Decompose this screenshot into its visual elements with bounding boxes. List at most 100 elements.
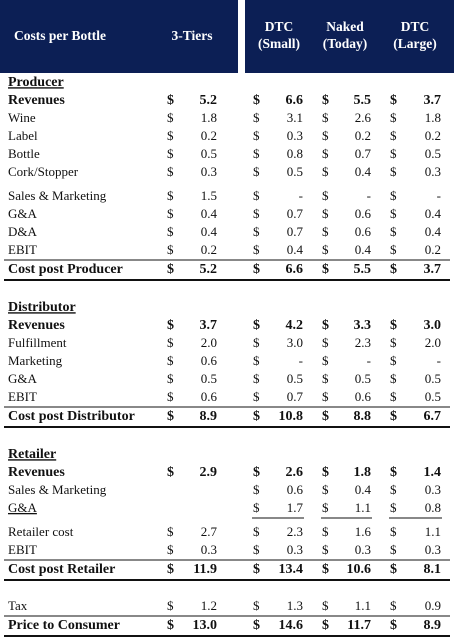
currency-sign: $: [390, 318, 397, 333]
currency-sign: $: [167, 335, 174, 350]
cell-value: 3.7: [424, 262, 442, 277]
cell-value: 0.8: [425, 500, 441, 515]
row-label: G&A: [8, 206, 38, 221]
row-label: G&A: [8, 500, 38, 515]
cell-value: 0.6: [355, 206, 372, 221]
cell-value: 10.6: [347, 562, 372, 577]
currency-sign: $: [390, 542, 397, 557]
currency-sign: $: [253, 482, 260, 497]
cell-value: 6.6: [286, 93, 304, 108]
cell-value: 8.9: [424, 618, 442, 633]
currency-sign: $: [390, 128, 397, 143]
cell-value: 0.5: [201, 371, 217, 386]
currency-sign: $: [322, 335, 329, 350]
cell-value: 1.8: [201, 110, 217, 125]
row-label: Fulfillment: [8, 335, 67, 350]
cell-value: 4.2: [286, 318, 304, 333]
cell-value: 0.5: [287, 371, 303, 386]
cell-value: -: [437, 188, 441, 203]
cell-value: 2.0: [201, 335, 217, 350]
currency-sign: $: [167, 206, 174, 221]
cell-value: 0.2: [425, 128, 441, 143]
cell-value: 0.4: [425, 206, 442, 221]
cell-value: 8.1: [424, 562, 442, 577]
cell-value: 0.2: [425, 242, 441, 257]
cell-value: 3.1: [287, 110, 303, 125]
currency-sign: $: [167, 110, 174, 125]
currency-sign: $: [322, 188, 329, 203]
cell-value: -: [299, 188, 303, 203]
row-label: Wine: [8, 110, 36, 125]
currency-sign: $: [390, 409, 397, 424]
cell-value: 0.7: [287, 206, 304, 221]
cell-value: 5.5: [354, 262, 372, 277]
cell-value: -: [367, 188, 371, 203]
cell-value: 0.5: [425, 371, 441, 386]
section-title: Retailer: [8, 447, 56, 462]
currency-sign: $: [253, 500, 260, 515]
cell-value: -: [437, 353, 441, 368]
currency-sign: $: [322, 542, 329, 557]
cell-value: 8.8: [354, 409, 372, 424]
cell-value: 0.4: [201, 206, 218, 221]
cell-value: 0.5: [287, 164, 303, 179]
cell-value: 0.6: [355, 389, 372, 404]
row-label: D&A: [8, 224, 38, 239]
column-header: (Today): [323, 36, 368, 51]
currency-sign: $: [253, 389, 260, 404]
currency-sign: $: [253, 164, 260, 179]
cell-value: 13.4: [279, 562, 304, 577]
cell-value: 0.4: [425, 224, 442, 239]
row-label: Label: [8, 128, 38, 143]
row-label: EBIT: [8, 542, 37, 557]
cell-value: 0.4: [355, 482, 372, 497]
cell-value: 0.3: [425, 164, 441, 179]
row-label: Sales & Marketing: [8, 482, 107, 497]
cell-value: 1.8: [425, 110, 441, 125]
row-label: G&A: [8, 371, 38, 386]
cell-value: 3.0: [424, 318, 442, 333]
currency-sign: $: [322, 598, 329, 613]
cell-value: 10.8: [279, 409, 304, 424]
section-title: Distributor: [8, 300, 76, 315]
currency-sign: $: [322, 389, 329, 404]
cell-value: 0.8: [287, 146, 303, 161]
currency-sign: $: [322, 128, 329, 143]
cell-value: 1.4: [424, 465, 442, 480]
cell-value: 2.7: [201, 524, 218, 539]
cell-value: 0.6: [355, 224, 372, 239]
currency-sign: $: [322, 242, 329, 257]
cell-value: 14.6: [279, 618, 304, 633]
cell-value: 0.4: [355, 164, 372, 179]
currency-sign: $: [322, 500, 329, 515]
cell-value: 3.7: [200, 318, 218, 333]
currency-sign: $: [253, 353, 260, 368]
currency-sign: $: [390, 482, 397, 497]
cell-value: 0.3: [287, 542, 303, 557]
currency-sign: $: [167, 353, 174, 368]
row-label: Price to Consumer: [8, 618, 120, 633]
cell-value: 0.7: [287, 224, 304, 239]
currency-sign: $: [167, 242, 174, 257]
currency-sign: $: [322, 206, 329, 221]
currency-sign: $: [253, 542, 260, 557]
cell-value: 6.7: [424, 409, 442, 424]
row-label: EBIT: [8, 389, 37, 404]
currency-sign: $: [390, 500, 397, 515]
currency-sign: $: [253, 318, 260, 333]
cell-value: 0.7: [287, 389, 304, 404]
cell-value: 0.9: [425, 598, 441, 613]
currency-sign: $: [390, 242, 397, 257]
currency-sign: $: [322, 371, 329, 386]
row-label: Retailer cost: [8, 524, 74, 539]
currency-sign: $: [253, 598, 260, 613]
cell-value: 1.7: [287, 500, 304, 515]
cell-value: -: [299, 353, 303, 368]
cell-value: 2.6: [286, 465, 304, 480]
header-band: [0, 0, 238, 73]
cell-value: 0.6: [201, 353, 218, 368]
cell-value: 0.6: [287, 482, 304, 497]
cell-value: 0.3: [355, 542, 371, 557]
cell-value: 11.9: [193, 562, 217, 577]
